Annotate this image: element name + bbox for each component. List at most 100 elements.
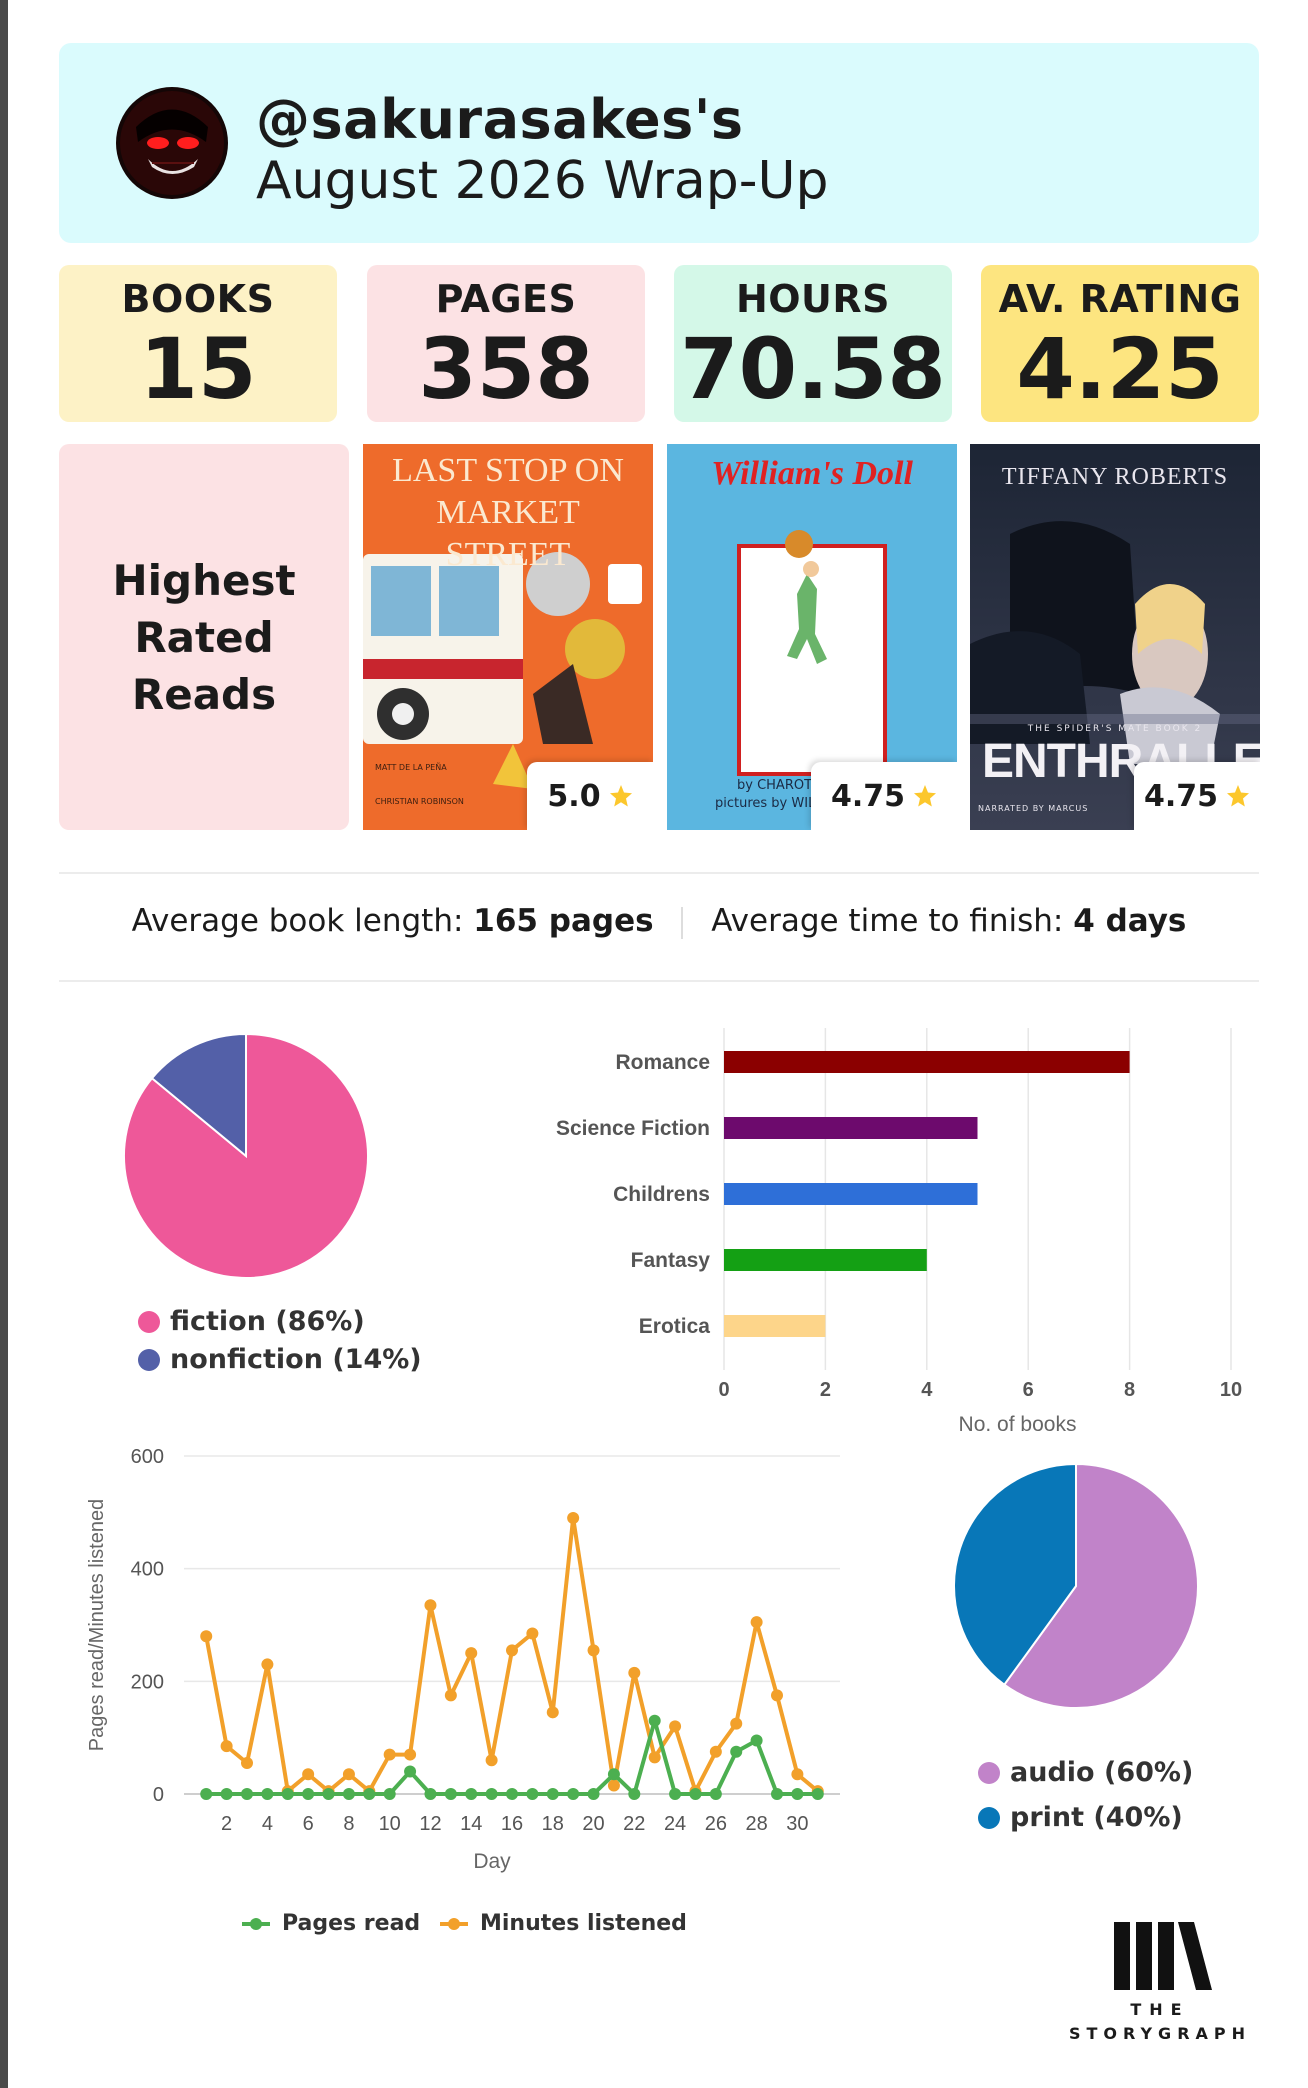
series-point[interactable] (771, 1689, 783, 1702)
bar-x-tick: 6 (1023, 1379, 1034, 1401)
avatar[interactable] (116, 87, 228, 199)
series-point[interactable] (302, 1768, 315, 1781)
line-x-tick: 8 (343, 1813, 354, 1835)
series-point[interactable] (567, 1788, 580, 1800)
series-point[interactable] (771, 1788, 783, 1800)
bar-erotica[interactable] (724, 1315, 826, 1337)
genre-bar-chart: 0 2 4 6 8 10 Romance Science Fiction Childrens Fa… (556, 1028, 1242, 1436)
series-point[interactable] (750, 1616, 763, 1629)
bar-x-tick: 4 (921, 1379, 933, 1401)
series-point[interactable] (485, 1754, 498, 1767)
rating-badge: 4.75 (811, 762, 957, 830)
series-point[interactable] (261, 1788, 274, 1800)
legend-print: print (40%) (978, 1802, 1183, 1833)
series-point[interactable] (628, 1666, 641, 1679)
series-point[interactable] (363, 1788, 376, 1800)
cover-author: MATT DE LA PEÑA (375, 763, 447, 772)
bar-science-fiction[interactable] (724, 1117, 978, 1139)
book-cover-last-stop[interactable]: LAST STOP ON MARKET STREET MATT DE LA PE… (363, 444, 653, 830)
line-x-tick: 28 (745, 1813, 767, 1835)
line-x-axis-label: Day (473, 1850, 511, 1873)
series-point[interactable] (648, 1751, 661, 1764)
pie-slice-audio[interactable] (1002, 1462, 1199, 1709)
series-point[interactable] (200, 1788, 213, 1800)
series-point[interactable] (648, 1714, 661, 1727)
series-point[interactable] (689, 1788, 702, 1800)
line-y-axis-label: Pages read/Minutes listened (86, 1499, 108, 1751)
series-point[interactable] (404, 1765, 417, 1778)
series-point[interactable] (526, 1788, 539, 1800)
fiction-pie-chart (123, 1032, 369, 1279)
series-point[interactable] (261, 1658, 274, 1671)
series-point[interactable] (750, 1734, 763, 1747)
series-point[interactable] (322, 1788, 335, 1800)
series-point[interactable] (811, 1788, 824, 1800)
series-point[interactable] (730, 1717, 743, 1730)
series-point[interactable] (241, 1788, 253, 1800)
storygraph-logo[interactable]: THE STORYGRAPH (1060, 1914, 1260, 2044)
series-point[interactable] (342, 1788, 355, 1800)
bar-x-tick: 8 (1124, 1379, 1135, 1401)
series-point[interactable] (791, 1768, 804, 1781)
series-point[interactable] (444, 1689, 457, 1702)
bar-x-tick: 10 (1220, 1379, 1242, 1401)
series-point[interactable] (546, 1788, 559, 1800)
bar-fantasy[interactable] (724, 1249, 927, 1271)
series-point[interactable] (526, 1627, 539, 1640)
series-point[interactable] (607, 1779, 620, 1792)
series-point[interactable] (465, 1788, 478, 1800)
series-point[interactable] (791, 1788, 804, 1800)
series-point[interactable] (567, 1511, 580, 1524)
series-point[interactable] (730, 1745, 743, 1758)
series-point[interactable] (669, 1720, 682, 1733)
bar-category-label: Erotica (639, 1315, 711, 1338)
cover-title: William's Doll (711, 455, 913, 492)
star-icon (914, 785, 937, 807)
storygraph-logo-icon (1114, 1922, 1212, 1990)
left-edge-bar (0, 0, 8, 2088)
series-point[interactable] (424, 1788, 437, 1800)
series-point[interactable] (404, 1748, 417, 1761)
legend-label: audio (60%) (1010, 1757, 1194, 1788)
series-point[interactable] (241, 1757, 253, 1770)
series-point[interactable] (587, 1788, 600, 1800)
series-point[interactable] (281, 1788, 294, 1800)
series-point[interactable] (485, 1788, 498, 1800)
series-point[interactable] (628, 1788, 641, 1800)
line-x-tick: 2 (221, 1813, 232, 1835)
series-point[interactable] (424, 1599, 437, 1612)
series-point[interactable] (383, 1748, 396, 1761)
divider-bottom (59, 980, 1259, 982)
pie-slice-print[interactable] (953, 1462, 1077, 1687)
series-point[interactable] (302, 1788, 315, 1800)
format-pie-chart (953, 1462, 1199, 1709)
avg-time-value: 4 days (1073, 903, 1187, 939)
series-point[interactable] (607, 1768, 620, 1781)
series-point[interactable] (587, 1644, 600, 1657)
legend-label: print (40%) (1010, 1802, 1183, 1833)
book-cover-williams-doll[interactable]: William's Doll by CHAROT pictures by WIL… (667, 444, 957, 830)
book-cover-enthralled[interactable]: TIFFANY ROBERTS THE SPIDER'S MATE BOOK 2… (970, 444, 1260, 830)
series-point[interactable] (342, 1768, 355, 1781)
series-point[interactable] (669, 1788, 682, 1800)
series-point[interactable] (465, 1647, 478, 1660)
pie-slice-nonfiction[interactable] (150, 1032, 247, 1159)
line-y-tick: 200 (131, 1671, 164, 1693)
legend-fiction: fiction (86%) (138, 1306, 365, 1337)
series-point[interactable] (383, 1788, 396, 1800)
series-point[interactable] (506, 1644, 518, 1657)
series-point[interactable] (200, 1630, 213, 1643)
series-point[interactable] (709, 1745, 722, 1758)
bar-childrens[interactable] (724, 1183, 978, 1205)
series-point[interactable] (220, 1788, 233, 1800)
line-y-tick: 400 (131, 1559, 164, 1581)
series-point[interactable] (709, 1788, 722, 1800)
line-y-tick: 600 (131, 1446, 164, 1468)
bar-romance[interactable] (724, 1051, 1130, 1073)
series-point[interactable] (546, 1706, 559, 1719)
series-point[interactable] (220, 1740, 233, 1753)
series-point[interactable] (506, 1788, 518, 1800)
averages-line: Average book length: 165 pages Average t… (59, 903, 1259, 939)
header-subtitle: August 2026 Wrap-Up (256, 151, 829, 211)
series-point[interactable] (444, 1788, 457, 1800)
